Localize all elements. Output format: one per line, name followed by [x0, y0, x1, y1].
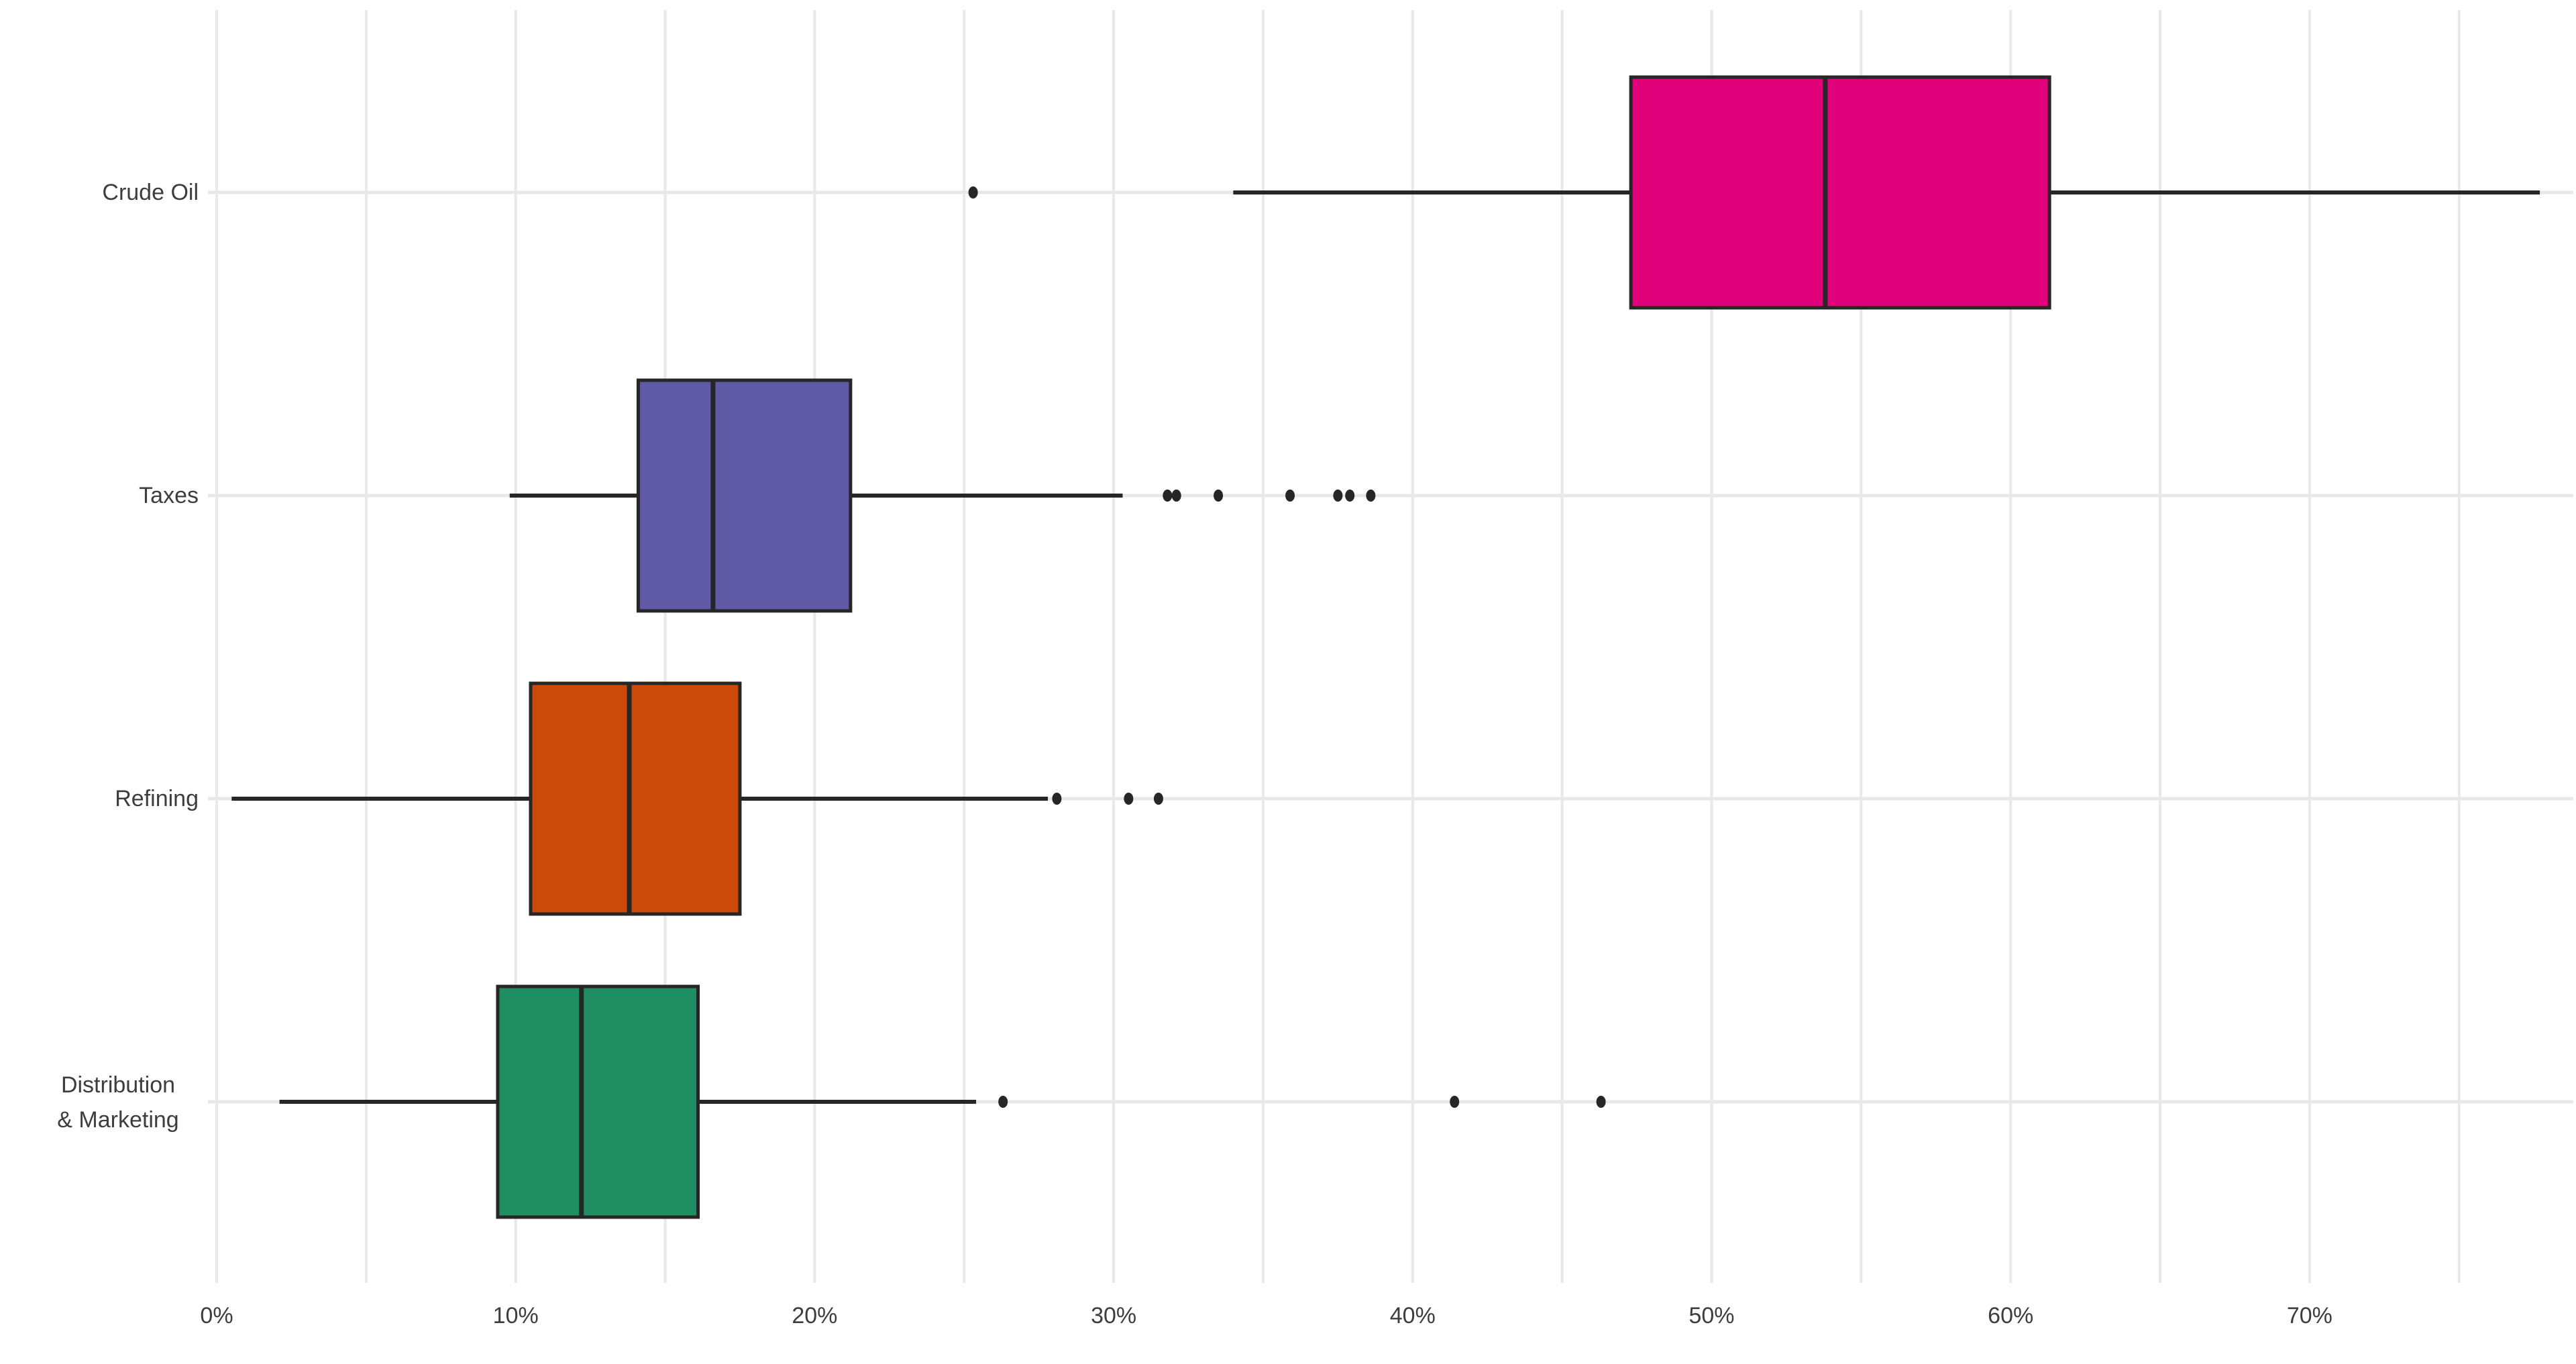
outlier-point	[1171, 490, 1181, 502]
box	[529, 681, 742, 916]
outlier-point	[1333, 490, 1343, 502]
x-tick-label: 0%	[200, 1303, 233, 1328]
outlier-point	[968, 186, 978, 198]
x-tick-label: 30%	[1091, 1303, 1136, 1328]
outlier-point	[1366, 490, 1376, 502]
category-label: & Marketing	[57, 1107, 178, 1133]
box	[496, 984, 700, 1219]
box	[1629, 75, 2051, 310]
outlier-point	[1124, 793, 1134, 805]
category-label: Distribution	[61, 1072, 175, 1098]
x-tick-label: 60%	[1988, 1303, 2033, 1328]
category-label: Taxes	[139, 483, 199, 508]
x-tick-label: 20%	[792, 1303, 837, 1328]
outlier-point	[1450, 1096, 1460, 1108]
box	[636, 378, 853, 613]
outlier-point	[1596, 1096, 1606, 1108]
outlier-point	[1345, 490, 1355, 502]
outlier-point	[1214, 490, 1224, 502]
outlier-point	[1153, 793, 1163, 805]
outlier-point	[1285, 490, 1295, 502]
outlier-point	[998, 1096, 1008, 1108]
x-tick-label: 10%	[493, 1303, 539, 1328]
x-tick-label: 40%	[1390, 1303, 1436, 1328]
category-label: Crude Oil	[102, 180, 199, 205]
x-tick-label: 50%	[1688, 1303, 1734, 1328]
category-label: Refining	[115, 786, 199, 811]
outlier-point	[1052, 793, 1062, 805]
x-tick-label: 70%	[2287, 1303, 2332, 1328]
outlier-point	[1163, 490, 1173, 502]
